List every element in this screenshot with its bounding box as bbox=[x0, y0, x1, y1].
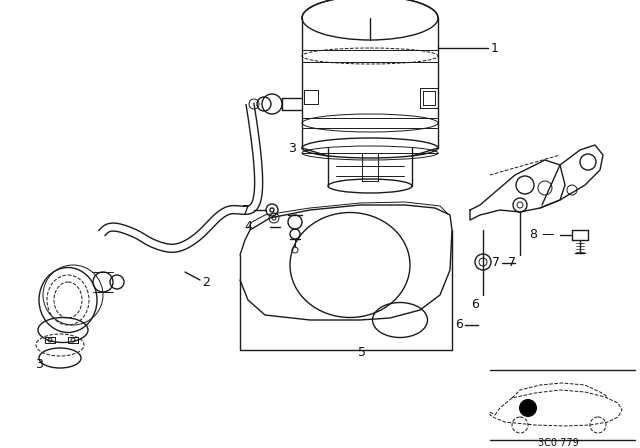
Text: 5: 5 bbox=[358, 345, 366, 358]
Text: 7: 7 bbox=[508, 257, 516, 270]
Text: 4: 4 bbox=[244, 220, 252, 233]
Text: 3: 3 bbox=[288, 142, 296, 155]
Text: 7: 7 bbox=[242, 203, 250, 216]
Text: 1: 1 bbox=[491, 42, 499, 55]
Text: 6: 6 bbox=[471, 298, 479, 311]
Text: 2: 2 bbox=[202, 276, 210, 289]
Circle shape bbox=[519, 399, 537, 417]
Text: 3: 3 bbox=[35, 358, 43, 371]
Text: 8 —: 8 — bbox=[531, 228, 555, 241]
Text: 6: 6 bbox=[455, 319, 463, 332]
Text: 3C0 779: 3C0 779 bbox=[538, 438, 579, 448]
Text: 7: 7 bbox=[492, 257, 500, 270]
